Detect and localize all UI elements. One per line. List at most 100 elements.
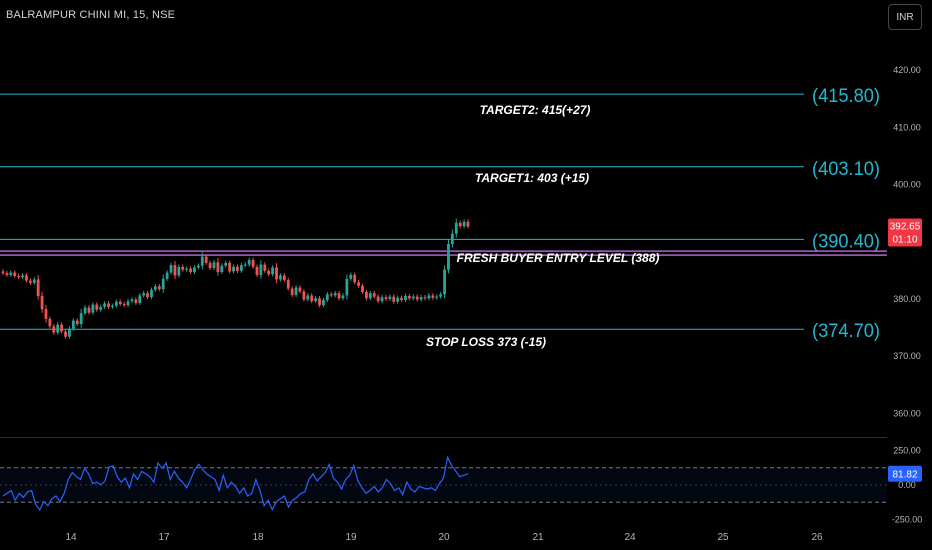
- candle-body: [107, 303, 110, 307]
- candle-body: [407, 296, 411, 299]
- candle-body: [318, 298, 321, 306]
- candle-body: [447, 243, 450, 270]
- candle-body: [251, 260, 255, 267]
- candle-body: [25, 275, 28, 281]
- y-tick-label: 400.00: [893, 180, 921, 190]
- candle-body: [21, 275, 24, 278]
- candle-body: [71, 320, 75, 329]
- candle-body: [271, 267, 275, 275]
- candle-body: [239, 265, 243, 271]
- candle-body: [212, 262, 216, 269]
- candle-body: [380, 297, 384, 302]
- candle-body: [439, 294, 443, 297]
- candle-body: [87, 307, 91, 313]
- candle-body: [435, 296, 439, 298]
- candle-body: [364, 292, 368, 299]
- rsi-band-fill: [0, 467, 887, 503]
- candle-body: [165, 272, 169, 279]
- candle-body: [458, 222, 462, 227]
- stop-loss-axis-label: (374.70): [812, 321, 880, 342]
- last-price-tag: [888, 218, 922, 247]
- candle-body: [95, 304, 99, 310]
- candle-body: [181, 266, 185, 270]
- x-tick-label: 25: [717, 532, 729, 543]
- candle-body: [372, 293, 376, 297]
- candle-body: [68, 328, 71, 337]
- candle-body: [400, 297, 403, 301]
- rsi-tick-label: -250.00: [892, 515, 923, 525]
- breakout-axis-label: (390.40): [812, 231, 880, 252]
- rsi-value: 81.82: [892, 470, 917, 481]
- candle-body: [169, 265, 173, 273]
- candle-body: [322, 300, 325, 306]
- candle-body: [56, 324, 60, 333]
- stop-loss-annotation: STOP LOSS 373 (-15): [426, 335, 546, 349]
- candle-body: [357, 282, 360, 286]
- candle-body: [44, 309, 48, 319]
- candle-body: [462, 221, 466, 227]
- candle-body: [224, 262, 228, 266]
- target2-axis-label: (415.80): [812, 86, 880, 107]
- candle-body: [36, 279, 40, 297]
- candle-body: [91, 304, 95, 313]
- candle-body: [450, 233, 454, 244]
- candle-body: [146, 293, 149, 298]
- candle-body: [48, 318, 52, 327]
- y-tick-label: 370.00: [893, 351, 921, 361]
- candle-body: [376, 296, 380, 302]
- candle-body: [189, 268, 192, 273]
- candle-body: [173, 265, 177, 276]
- candle-body: [302, 291, 306, 300]
- candle-body: [310, 295, 314, 302]
- candle-body: [353, 274, 357, 283]
- candle-body: [368, 293, 372, 299]
- candle-body: [279, 275, 282, 280]
- rsi-line: [2, 455, 469, 512]
- currency-button[interactable]: INR: [888, 4, 922, 30]
- x-tick-label: 21: [532, 532, 544, 543]
- rsi-tick-label: 0.00: [898, 480, 916, 490]
- candle-body: [263, 264, 267, 271]
- candle-body: [200, 256, 204, 266]
- candle-body: [454, 222, 458, 234]
- candle-body: [333, 293, 337, 296]
- candle-body: [247, 260, 251, 265]
- candle-body: [161, 278, 165, 290]
- x-tick-label: 20: [438, 532, 450, 543]
- candle-body: [345, 278, 349, 296]
- target1-axis-label: (403.10): [812, 159, 880, 180]
- candle-body: [134, 299, 138, 303]
- entry-annotation: FRESH BUYER ENTRY LEVEL (388): [457, 251, 660, 265]
- candle-body: [325, 294, 329, 301]
- candle-body: [259, 264, 263, 275]
- candle-body: [216, 262, 220, 273]
- target2-annotation: TARGET2: 415(+27): [480, 103, 591, 117]
- candle-body: [150, 289, 153, 298]
- candle-body: [443, 269, 446, 295]
- target1-annotation: TARGET1: 403 (+15): [475, 171, 589, 185]
- candle-body: [232, 266, 235, 272]
- candle-body: [275, 267, 278, 280]
- candle-body: [196, 265, 200, 268]
- candle-body: [32, 279, 36, 283]
- candle-body: [52, 326, 56, 333]
- x-tick-label: 14: [65, 532, 77, 543]
- candle-body: [220, 265, 224, 273]
- candle-body: [17, 276, 21, 278]
- candle-body: [130, 299, 134, 302]
- candle-body: [83, 307, 87, 314]
- candle-body: [298, 287, 302, 292]
- candle-body: [337, 293, 341, 299]
- candle-body: [9, 272, 13, 275]
- candle-body: [419, 297, 423, 300]
- candle-body: [349, 274, 353, 279]
- candle-body: [79, 313, 83, 325]
- candle-body: [427, 295, 431, 299]
- x-tick-label: 17: [158, 532, 170, 543]
- candle-body: [255, 266, 259, 275]
- candle-body: [75, 320, 79, 325]
- y-tick-label: 420.00: [893, 65, 921, 75]
- candle-body: [404, 296, 407, 301]
- candle-body: [228, 262, 232, 272]
